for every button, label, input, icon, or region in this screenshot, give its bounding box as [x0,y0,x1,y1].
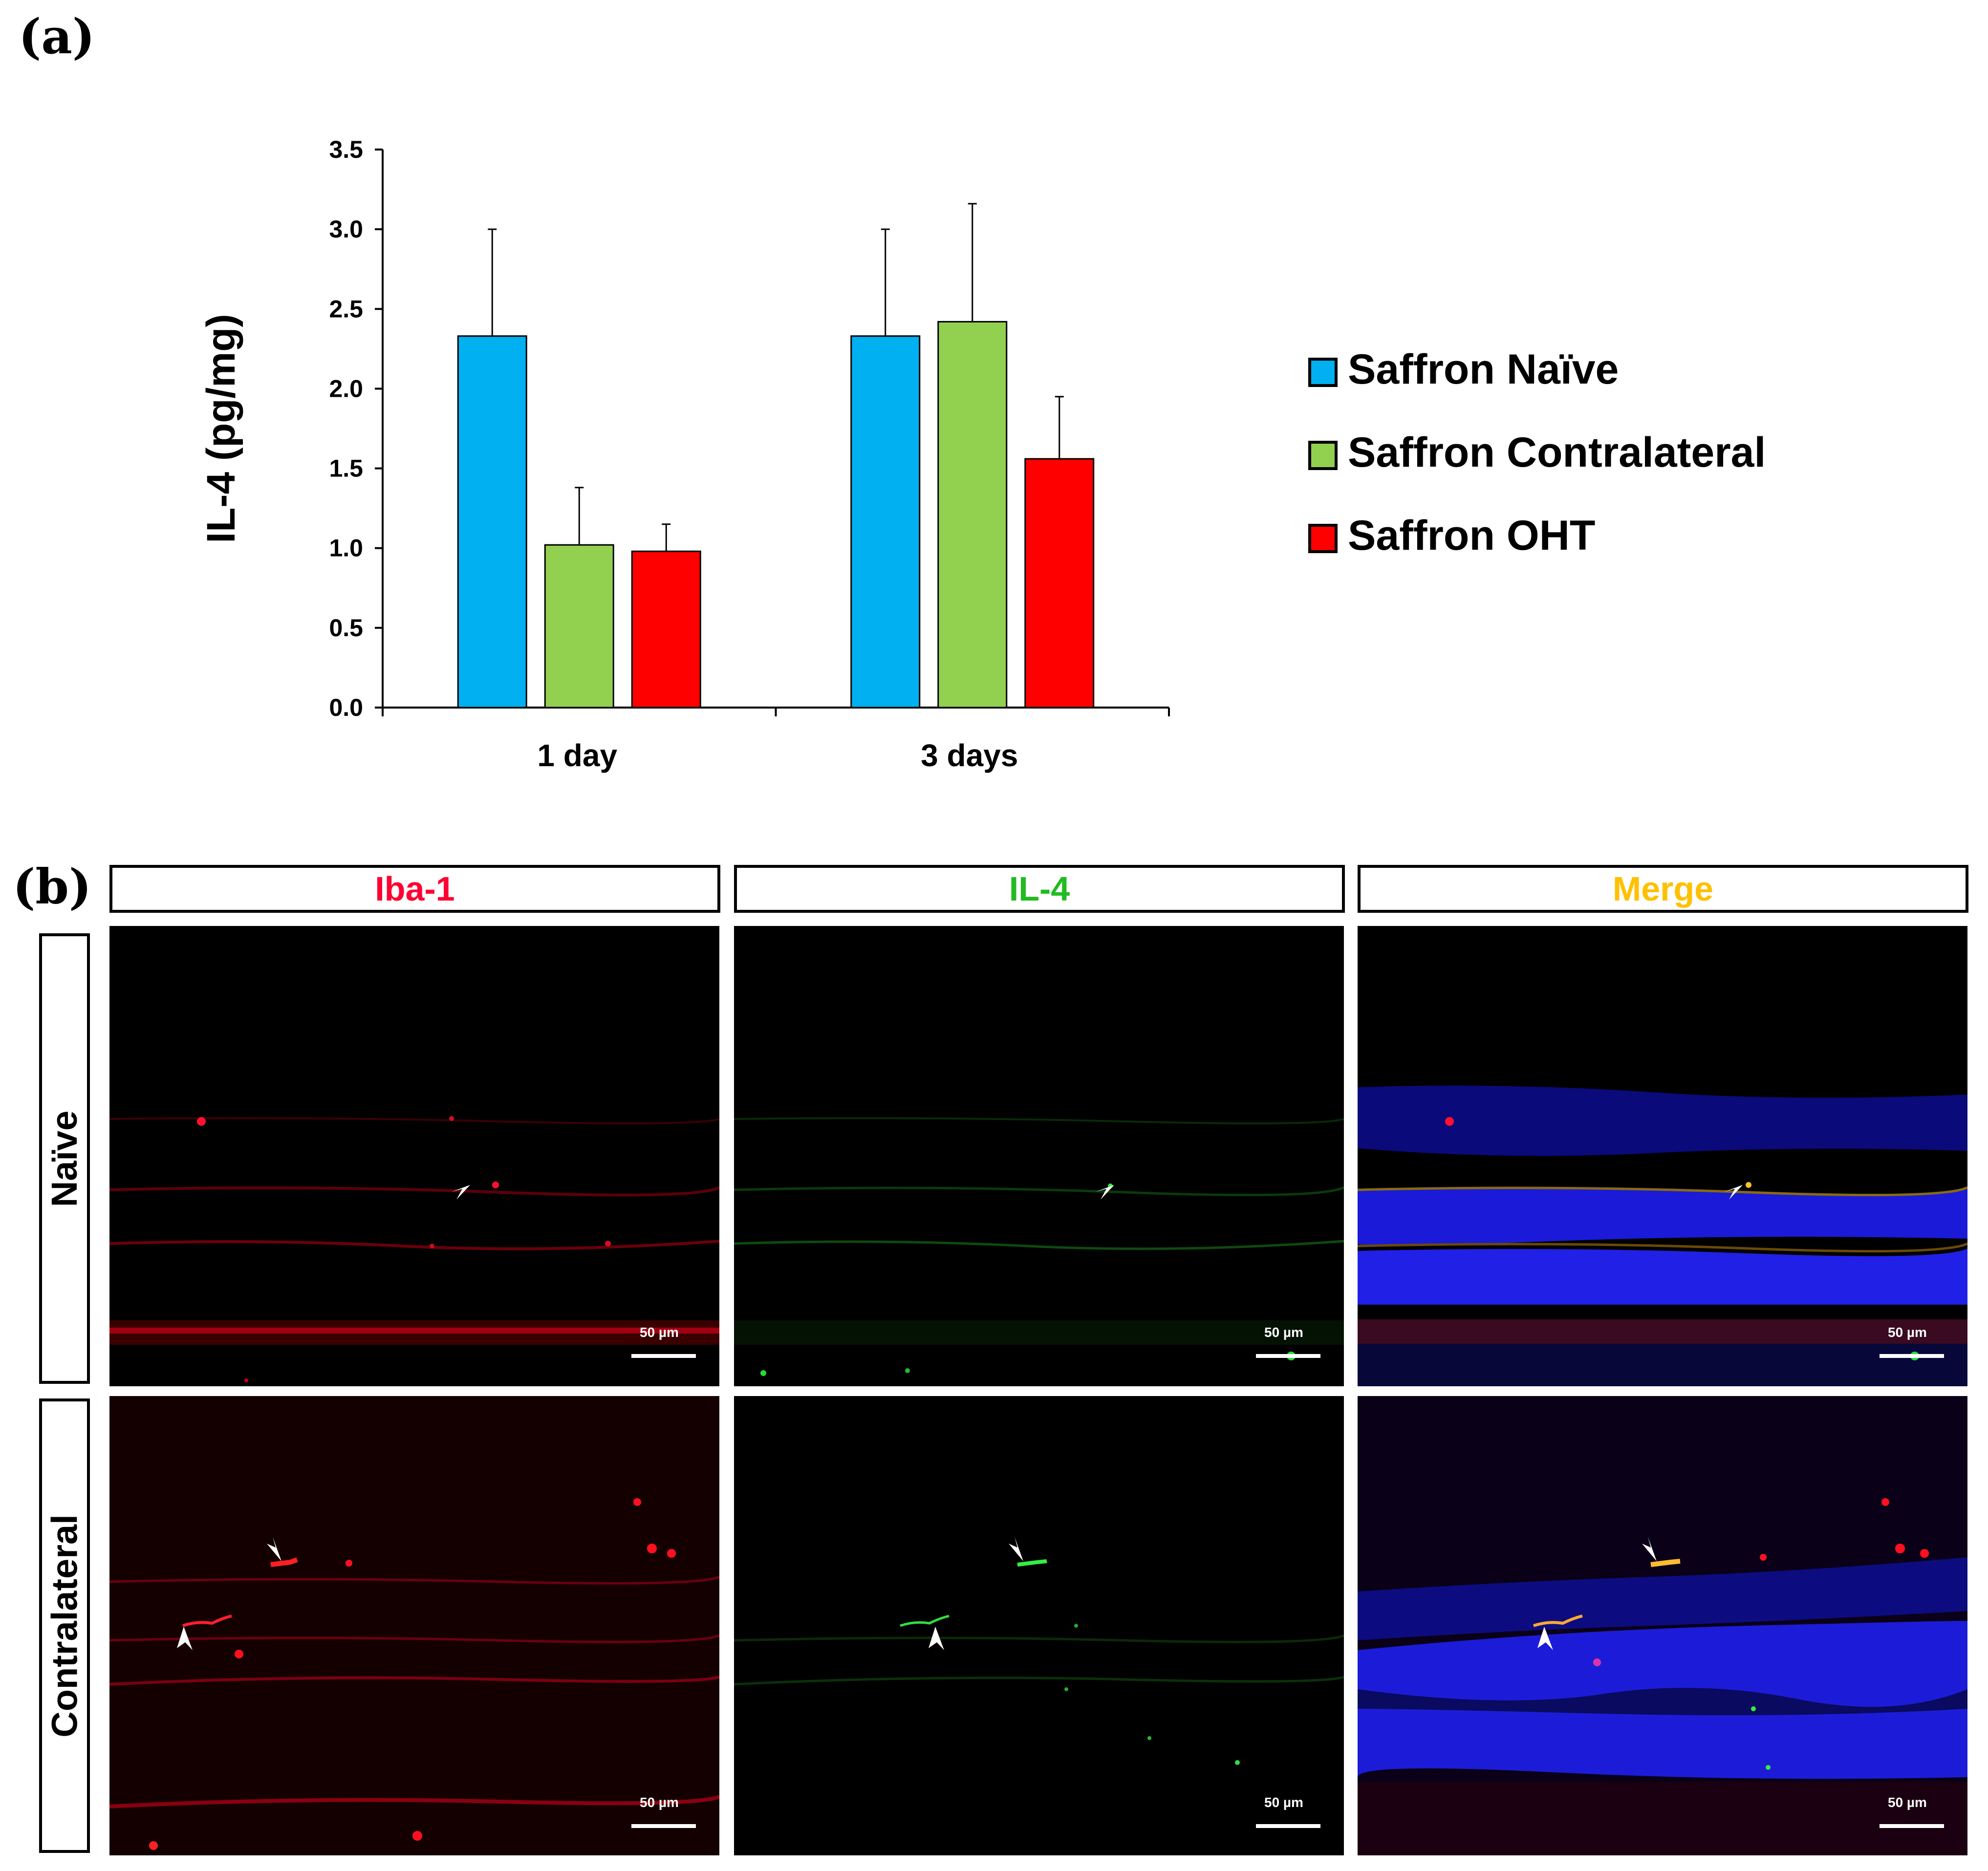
scale-bar-label: 50 µm [1264,1795,1303,1810]
row-header-contralateral: Contralateral [39,1398,90,1853]
scale-bar [1880,1824,1944,1828]
column-header-il4-label: IL-4 [1009,870,1070,908]
y-axis-title: IL-4 (pg/mg) [199,314,243,543]
column-header-merge-label: Merge [1612,870,1714,908]
bar-0-2 [631,550,701,709]
y-tick-label-5: 2.5 [329,295,363,323]
column-header-iba1: Iba-1 [109,865,720,913]
scale-bar [631,1354,696,1358]
scale-bar [631,1824,696,1828]
micrograph-naive-il4: 50 µm [734,926,1344,1386]
row-header-contralateral-label: Contralateral [44,1514,85,1738]
y-tick-label-6: 3.0 [329,215,363,243]
row-header-naive: Naïve [39,933,90,1384]
bar-1-1 [937,321,1008,709]
legend-swatch-2 [1308,524,1338,553]
micrograph-contralateral-il4: 50 µm [734,1396,1344,1855]
panel-a-label: (a) [19,9,95,65]
scale-bar [1256,1824,1320,1828]
micrograph-contralateral-iba1: 50 µm [109,1396,719,1855]
scale-bar-label: 50 µm [1264,1325,1303,1340]
bar-0-1 [544,544,614,709]
legend-label-2: Saffron OHT [1348,512,1595,559]
scale-bar-label: 50 µm [640,1795,679,1810]
bar-0-0 [457,335,527,709]
micrograph-naive-merge: 50 µm [1358,926,1967,1386]
micrograph-contralateral-merge: 50 µm [1358,1396,1967,1855]
y-tick-label-2: 1.0 [329,535,363,562]
bar-1-2 [1024,458,1095,709]
y-tick-label-1: 0.5 [329,614,363,642]
scale-bar-label: 50 µm [640,1325,679,1340]
bar-1-0 [850,335,921,709]
x-tick-label-1: 3 days [921,738,1018,773]
y-tick-label-4: 2.0 [329,375,363,402]
x-tick-label-0: 1 day [537,738,617,773]
scale-bar-label: 50 µm [1888,1795,1927,1810]
y-tick-label-0: 0.0 [329,694,363,721]
panel-b-label: (b) [13,859,92,915]
column-header-merge: Merge [1358,865,1968,913]
legend-swatch-1 [1308,441,1338,470]
column-header-iba1-label: Iba-1 [375,870,455,908]
il4-bar-chart: 0.0 0.5 1.0 1.5 2.0 2.5 3.0 3.5 IL-4 (pg/mg) 1 da… [199,136,1766,773]
legend-label-1: Saffron Contralateral [1348,429,1766,476]
scale-bar [1880,1354,1944,1358]
column-header-il4: IL-4 [734,865,1345,913]
scale-bar-label: 50 µm [1888,1325,1927,1340]
y-tick-label-3: 1.5 [329,455,363,482]
y-tick-label-7: 3.5 [329,136,363,163]
legend-swatch-0 [1308,358,1338,387]
legend-label-0: Saffron Naïve [1348,346,1619,393]
row-header-naive-label: Naïve [44,1110,85,1207]
micrograph-naive-iba1: 50 µm [109,926,719,1386]
scale-bar [1256,1354,1320,1358]
